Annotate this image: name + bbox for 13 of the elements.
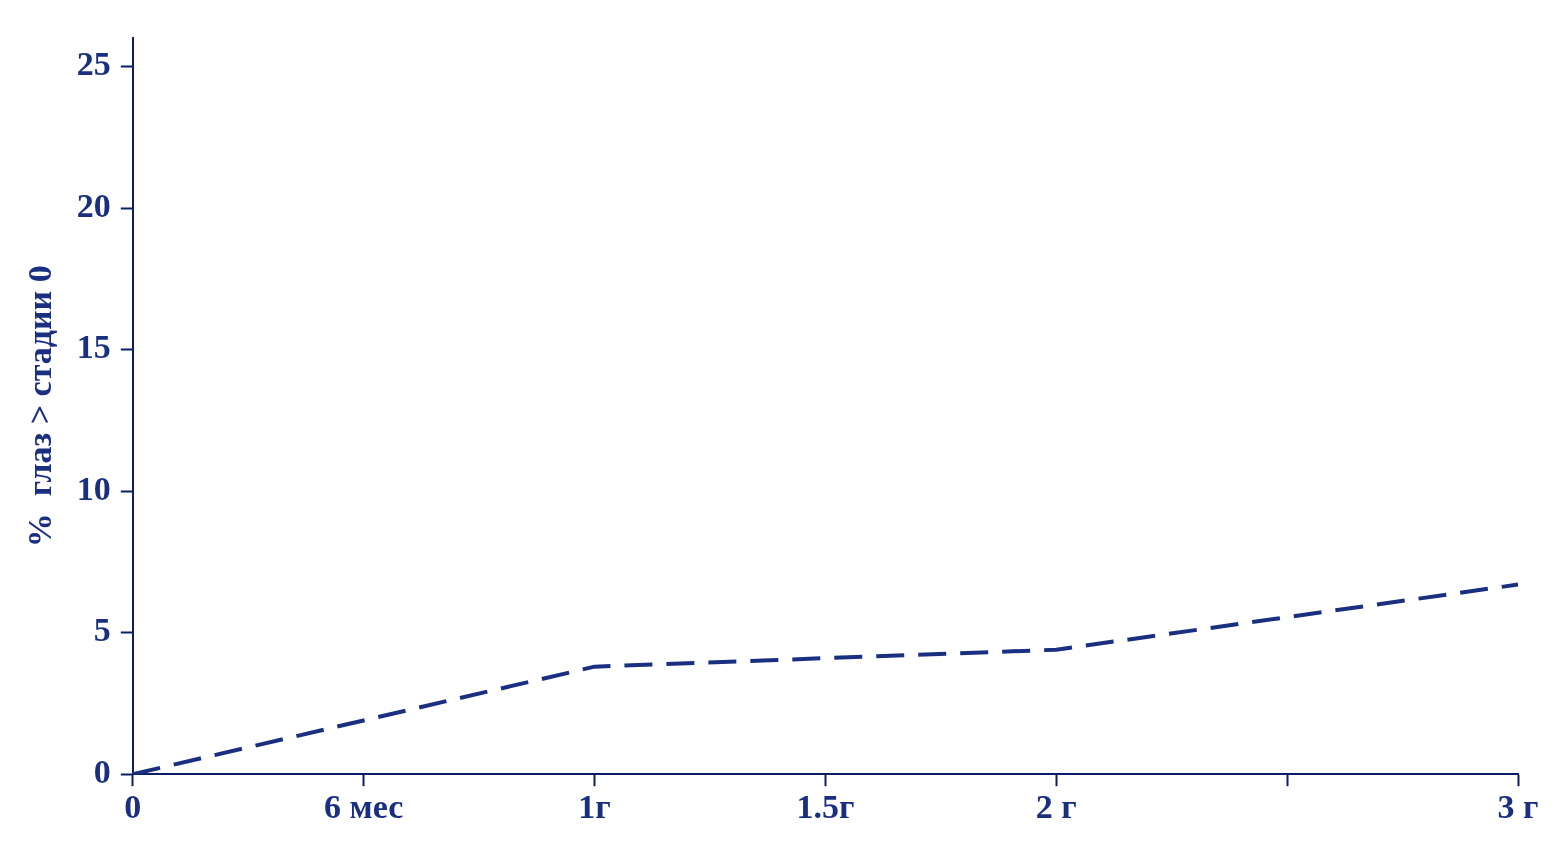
y-tick-label: 5 (93, 611, 111, 649)
y-tick-label: 0 (93, 752, 111, 790)
x-tick-label: 1.5г (796, 788, 855, 826)
y-tick-label: 20 (76, 186, 111, 224)
y-tick-label: 25 (76, 45, 111, 83)
y-tick-label: 10 (76, 469, 111, 507)
y-tick-label: 15 (76, 328, 111, 366)
x-tick-label: 3 г (1497, 788, 1539, 826)
x-tick-label: 6 мес (324, 788, 404, 826)
x-tick-label: 2 г (1035, 788, 1077, 826)
x-tick-label: 1г (578, 788, 611, 826)
x-tick-label: 0 (124, 788, 142, 826)
y-axis-title: % глаз > стадии 0 (21, 265, 59, 548)
